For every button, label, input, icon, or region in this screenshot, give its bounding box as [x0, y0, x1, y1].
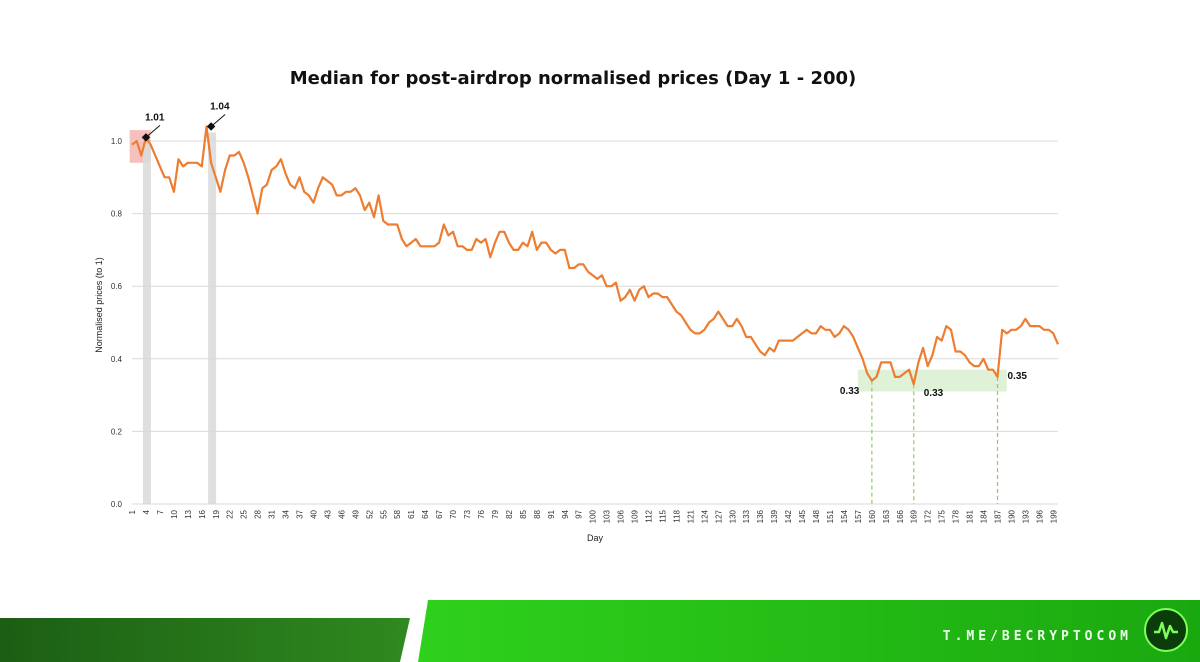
x-tick-label: 7 [156, 509, 165, 514]
x-tick-label: 1 [128, 509, 137, 514]
x-tick-label: 28 [254, 509, 263, 518]
x-tick-label: 37 [296, 509, 305, 518]
x-tick-label: 184 [980, 509, 989, 523]
x-tick-label: 166 [896, 509, 905, 523]
x-tick-label: 97 [575, 509, 584, 518]
x-tick-label: 181 [966, 509, 975, 523]
peak-column-band [142, 143, 151, 504]
x-tick-label: 148 [812, 509, 821, 523]
chart: Median for post-airdrop normalised price… [94, 68, 1060, 543]
annotations: 1.01 1.04 0.33 0.33 0.35 [141, 101, 1028, 399]
y-tick-label: 1.0 [111, 137, 123, 146]
footer-background [0, 600, 1200, 662]
y-tick-label: 0.0 [111, 500, 123, 509]
highlight-bands [129, 130, 1007, 505]
x-tick-label: 151 [826, 509, 835, 523]
x-tick-label: 199 [1049, 509, 1058, 523]
data-label: 1.04 [210, 101, 230, 112]
x-tick-label: 178 [952, 509, 961, 523]
x-tick-label: 127 [714, 509, 723, 523]
x-tick-label: 109 [631, 509, 640, 523]
x-tick-label: 31 [268, 509, 277, 518]
x-tick-label: 169 [910, 509, 919, 523]
x-tick-label: 103 [603, 509, 612, 523]
x-tick-label: 73 [463, 509, 472, 518]
x-tick-label: 133 [742, 509, 751, 523]
footer-banner: T.ME/BECRYPTOCOM [0, 600, 1200, 662]
x-tick-label: 121 [686, 509, 695, 523]
callout-line [145, 124, 161, 138]
x-tick-label: 46 [337, 509, 346, 518]
x-tick-label: 106 [617, 509, 626, 523]
callout-line [210, 114, 226, 127]
x-tick-label: 19 [212, 509, 221, 518]
x-tick-label: 145 [798, 509, 807, 523]
peak-column-band [208, 132, 217, 505]
x-tick-label: 118 [672, 509, 681, 522]
x-tick-label: 193 [1021, 509, 1030, 523]
x-tick-label: 160 [868, 509, 877, 523]
data-label: 0.33 [840, 386, 860, 397]
x-tick-label: 142 [784, 509, 793, 523]
x-tick-label: 91 [547, 509, 556, 518]
x-tick-label: 88 [533, 509, 542, 518]
x-tick-label: 22 [226, 509, 235, 518]
x-tick-label: 79 [491, 509, 500, 518]
x-tick-label: 190 [1007, 509, 1016, 523]
y-axis-label: Normalised prices (to 1) [94, 257, 104, 353]
x-tick-label: 52 [365, 509, 374, 518]
x-tick-label: 136 [756, 509, 765, 523]
x-tick-label: 163 [882, 509, 891, 523]
x-tick-label: 175 [938, 509, 947, 523]
y-tick-label: 0.8 [111, 210, 123, 219]
x-tick-label: 49 [351, 509, 360, 518]
x-tick-label: 13 [184, 509, 193, 518]
gridlines [132, 140, 1058, 505]
x-tick-label: 112 [645, 509, 654, 522]
x-tick-label: 130 [728, 509, 737, 523]
x-tick-label: 172 [924, 509, 933, 523]
drop-lines [871, 376, 999, 504]
data-label: 1.01 [145, 112, 165, 123]
data-label: 0.33 [924, 388, 944, 399]
x-tick-label: 82 [505, 509, 514, 518]
x-tick-label: 196 [1035, 509, 1044, 523]
x-tick-label: 124 [700, 509, 709, 523]
y-tick-label: 0.4 [111, 355, 123, 364]
x-tick-label: 61 [407, 509, 416, 518]
x-tick-label: 16 [198, 509, 207, 518]
x-tick-labels: 1 4 7 10 13 16 19 22 25 28 31 34 37 40 43 46 49 52 55 58 61 6… [128, 509, 1058, 523]
x-tick-label: 55 [379, 509, 388, 518]
x-tick-label: 94 [561, 509, 570, 518]
x-tick-label: 25 [240, 509, 249, 518]
x-tick-label: 4 [142, 509, 151, 514]
x-tick-label: 76 [477, 509, 486, 518]
y-tick-label: 0.2 [111, 427, 123, 436]
brand-text[interactable]: T.ME/BECRYPTOCOM [942, 629, 1132, 644]
x-tick-label: 139 [770, 509, 779, 523]
brand-logo-icon[interactable] [1144, 608, 1188, 652]
x-tick-label: 67 [435, 509, 444, 518]
x-tick-label: 10 [170, 509, 179, 518]
x-tick-label: 115 [658, 509, 667, 522]
chart-title: Median for post-airdrop normalised price… [290, 68, 857, 89]
x-tick-label: 85 [519, 509, 528, 518]
series-line [131, 125, 1060, 386]
x-tick-label: 154 [840, 509, 849, 523]
y-tick-label: 0.6 [111, 282, 123, 291]
x-tick-label: 34 [282, 509, 291, 518]
x-tick-label: 43 [323, 509, 332, 518]
data-label: 0.35 [1008, 371, 1028, 382]
x-tick-label: 40 [309, 509, 318, 518]
x-tick-label: 58 [393, 509, 402, 518]
x-tick-label: 157 [854, 509, 863, 523]
x-axis-label: Day [587, 533, 604, 543]
x-tick-label: 70 [449, 509, 458, 518]
y-tick-labels: 0.0 0.2 0.4 0.6 0.8 1.0 [111, 137, 123, 509]
x-tick-label: 64 [421, 509, 430, 518]
x-tick-label: 187 [994, 509, 1003, 523]
x-tick-label: 100 [589, 509, 598, 523]
